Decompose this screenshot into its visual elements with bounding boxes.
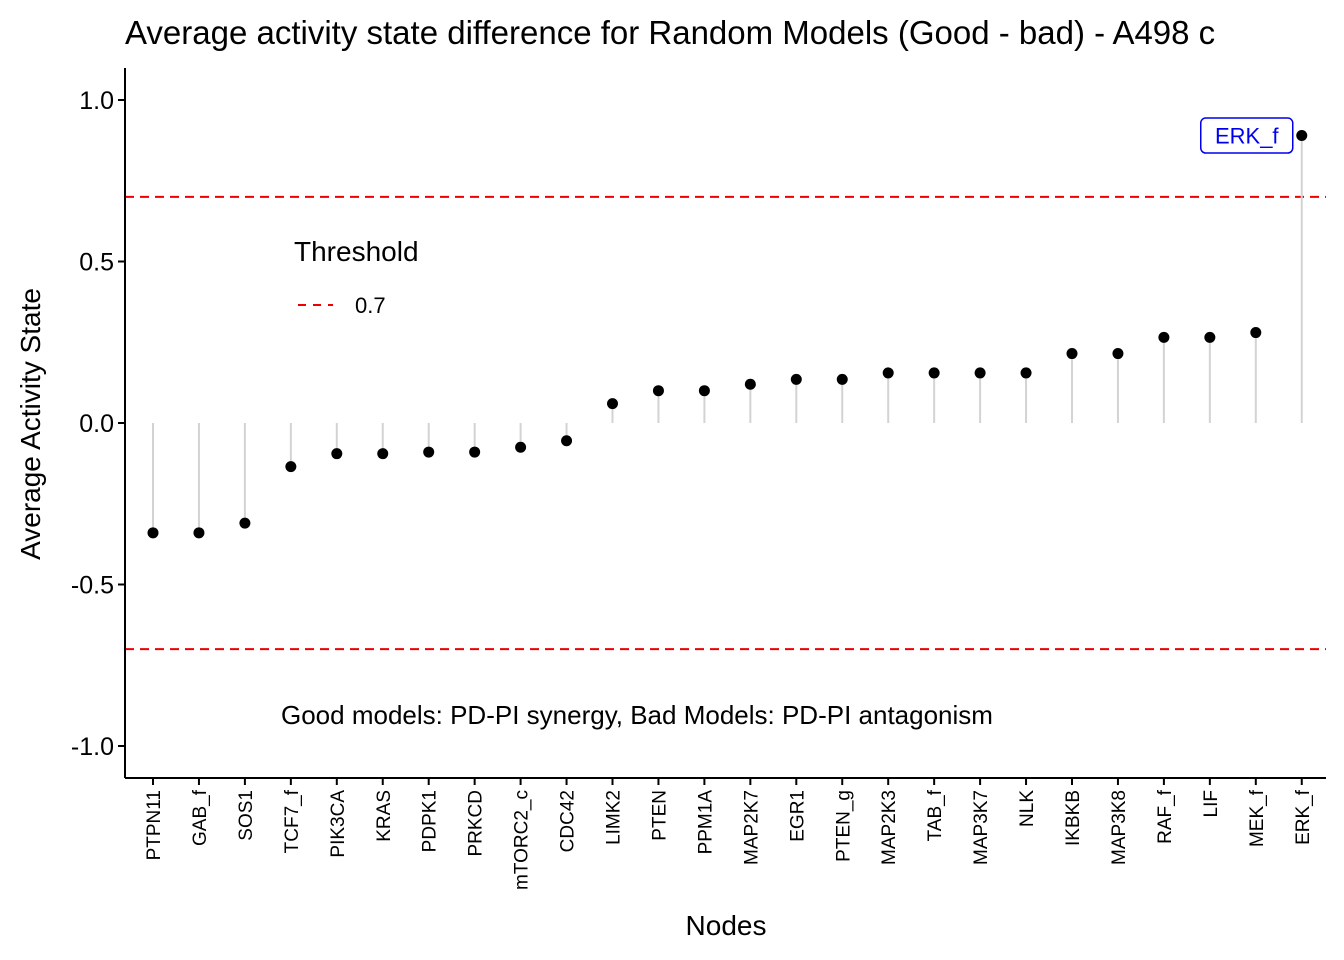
point-KRAS [377,448,389,460]
x-tick-label-PDPK1: PDPK1 [420,790,441,852]
y-axis-title: Average Activity State [15,288,46,560]
x-tick-label-PRKCD: PRKCD [466,790,487,857]
x-tick-label-MAP3K8: MAP3K8 [1109,790,1130,865]
x-tick-label-ERK_f: ERK_f [1293,789,1314,845]
models-annotation: Good models: PD-PI synergy, Bad Models: … [281,700,993,730]
x-axis-title: Nodes [686,910,767,941]
x-tick-label-CDC42: CDC42 [558,790,579,852]
x-tick-label-MAP3K7: MAP3K7 [971,790,992,865]
x-tick-label-EGR1: EGR1 [787,790,808,842]
x-tick-label-GAB_f: GAB_f [190,789,211,846]
point-LIF [1204,331,1216,343]
x-tick-label-SOS1: SOS1 [236,790,257,841]
chart-title: Average activity state difference for Ra… [125,14,1215,51]
x-tick-label-TCF7_f: TCF7_f [282,789,303,853]
x-tick-label-MEK_f: MEK_f [1247,789,1268,847]
point-MAP2K7 [744,378,756,390]
y-tick-label: -0.5 [71,572,114,600]
point-MAP2K3 [882,367,894,379]
plot-area: 1.0 0.5 0.0 -0.5 -1.0 PTPN11 GAB_f SOS1 TCF7_f PI… [71,68,1326,890]
point-SOS1 [239,517,251,529]
x-tick-label-PPM1A: PPM1A [695,790,716,855]
point-mTORC2_c [515,441,527,453]
point-PDPK1 [423,446,435,458]
x-tick-label-KRAS: KRAS [374,790,395,842]
point-PIK3CA [331,448,343,460]
point-EGR1 [790,373,802,385]
point-MAP3K8 [1112,348,1124,360]
point-RAF_f [1158,331,1170,343]
point-TCF7_f [285,461,297,473]
x-tick-label-PIK3CA: PIK3CA [328,790,349,858]
x-tick-label-RAF_f: RAF_f [1155,789,1176,844]
highlight-label-box [1200,117,1294,154]
x-tick-label-PTPN11: PTPN11 [144,790,165,860]
point-MEK_f [1250,327,1262,339]
highlight-label-text: ERK_f [1215,124,1279,149]
point-PPM1A [698,385,710,397]
x-tick-label-TAB_f: TAB_f [925,789,946,841]
x-tick-label-PTEN: PTEN [649,790,670,841]
point-PTPN11 [147,527,159,539]
point-PTEN_g [836,373,848,385]
point-GAB_f [193,527,205,539]
y-tick-label: 0.0 [79,410,114,438]
point-NLK [1020,367,1032,379]
point-MAP3K7 [974,367,986,379]
x-tick-label-LIF: LIF [1201,790,1222,817]
y-tick-label: 0.5 [79,249,114,277]
y-tick-label: 1.0 [79,87,114,115]
x-tick-label-MAP2K7: MAP2K7 [741,790,762,865]
x-tick-label-LIMK2: LIMK2 [604,790,625,845]
x-tick-label-mTORC2_c: mTORC2_c [512,790,533,890]
legend-label: 0.7 [355,293,386,318]
x-tick-label-NLK: NLK [1017,790,1038,827]
x-tick-label-PTEN_g: PTEN_g [833,790,854,862]
point-CDC42 [561,435,573,447]
point-IKBKB [1066,348,1078,360]
point-PTEN [652,385,664,397]
legend-title: Threshold [294,236,419,267]
point-PRKCD [469,446,481,458]
y-tick-label: -1.0 [71,733,114,761]
x-tick-label-MAP2K3: MAP2K3 [879,790,900,865]
point-ERK_f [1296,130,1308,142]
x-tick-label-IKBKB: IKBKB [1063,790,1084,846]
legend: Threshold 0.7 [294,236,419,318]
point-TAB_f [928,367,940,379]
point-LIMK2 [607,398,618,410]
